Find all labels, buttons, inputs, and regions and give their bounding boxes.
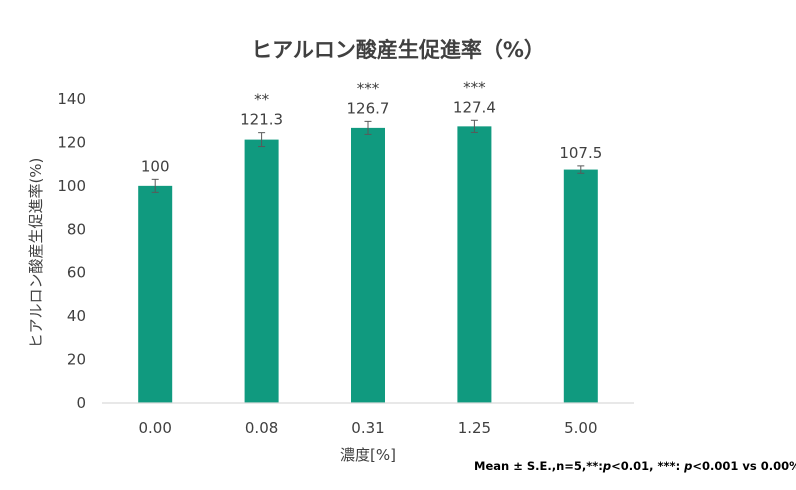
value-label: 126.7 (347, 99, 390, 117)
x-tick-label: 0.31 (351, 419, 384, 437)
significance-labels-group: ***** *** (254, 78, 486, 108)
x-tick-label: 5.00 (564, 419, 597, 437)
footnote-p2: p (683, 459, 692, 473)
value-labels-group: 100 121.3 126.7 127.4 107.5 (141, 98, 602, 175)
footnote-suffix: <0.001 vs 0.00% (692, 459, 796, 473)
significance-label: *** (357, 79, 380, 97)
footnote-p1: p (602, 459, 611, 473)
footnote-mid: <0.01, ***: (611, 459, 684, 473)
y-tick-label: 80 (67, 220, 86, 238)
y-tick-label: 100 (57, 177, 86, 195)
chart-title: ヒアルロン酸産生促進率（%） (251, 38, 545, 62)
x-tick-label: 0.08 (245, 419, 278, 437)
x-axis-ticks: 0.00 0.08 0.31 1.25 5.00 (138, 419, 597, 437)
bar (138, 185, 173, 403)
y-tick-label: 20 (67, 351, 86, 369)
y-tick-label: 120 (57, 133, 86, 151)
bar (563, 169, 598, 403)
bars-group (138, 126, 598, 404)
value-label: 121.3 (240, 111, 283, 129)
y-axis-label: ヒアルロン酸産生促進率(%) (27, 158, 45, 349)
y-tick-label: 0 (76, 394, 86, 412)
y-axis-ticks: 0 20 40 60 80 100 120 140 (57, 90, 86, 412)
value-label: 100 (141, 157, 170, 175)
significance-label: ** (254, 91, 270, 109)
y-tick-label: 140 (57, 90, 86, 108)
y-tick-label: 40 (67, 307, 86, 325)
footnote-prefix: Mean ± S.E.,n=5,**: (474, 459, 603, 473)
bar (457, 126, 492, 404)
significance-label: *** (463, 78, 486, 96)
value-label: 127.4 (453, 98, 496, 116)
value-label: 107.5 (559, 144, 602, 162)
bar (244, 139, 279, 403)
y-tick-label: 60 (67, 264, 86, 282)
x-tick-label: 0.00 (138, 419, 171, 437)
x-axis-label: 濃度[%] (340, 446, 396, 464)
error-bars-group (151, 119, 585, 193)
bar (351, 127, 385, 403)
x-tick-label: 1.25 (458, 419, 491, 437)
footnote: Mean ± S.E.,n=5,**:p<0.01, ***: p<0.001 … (474, 459, 796, 473)
